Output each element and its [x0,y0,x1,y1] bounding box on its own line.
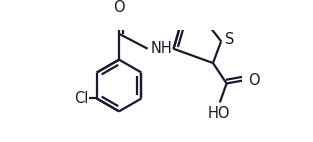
Text: O: O [249,73,260,88]
Text: NH: NH [150,41,172,56]
Text: Cl: Cl [74,91,89,106]
Text: O: O [113,0,125,15]
Text: S: S [225,32,235,47]
Text: HO: HO [207,106,230,121]
